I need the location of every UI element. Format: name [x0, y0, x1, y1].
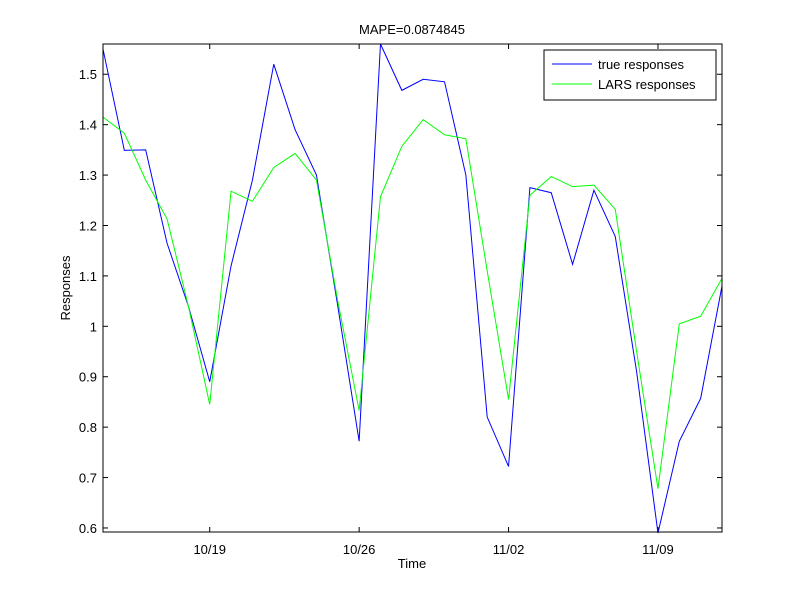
y-tick-label: 1.2: [79, 218, 97, 233]
x-tick-label: 11/09: [642, 542, 674, 557]
y-tick-label: 1.3: [79, 168, 97, 183]
y-tick-label: 1.5: [79, 67, 97, 82]
y-tick-label: 0.8: [79, 420, 97, 435]
x-tick-label: 10/26: [343, 542, 376, 557]
y-tick-label: 0.6: [79, 521, 97, 536]
x-tick-label: 10/19: [193, 542, 226, 557]
y-tick-label: 0.9: [79, 370, 97, 385]
x-tick-label: 11/02: [493, 542, 525, 557]
y-tick-label: 1.4: [79, 118, 97, 133]
y-axis-label: Responses: [58, 255, 73, 321]
y-tick-label: 1.1: [79, 269, 97, 284]
data-line: [102, 116, 723, 489]
legend-label: LARS responses: [598, 77, 696, 92]
data-line: [102, 43, 723, 534]
y-tick-label: 0.7: [79, 471, 97, 486]
axes-box: [102, 43, 723, 533]
chart-title: MAPE=0.0874845: [359, 22, 465, 37]
legend-box: [543, 49, 717, 101]
legend-label: true responses: [598, 57, 684, 72]
plot-area: [103, 44, 722, 532]
x-axis-label: Time: [398, 556, 426, 571]
y-tick-label: 1: [90, 319, 97, 334]
